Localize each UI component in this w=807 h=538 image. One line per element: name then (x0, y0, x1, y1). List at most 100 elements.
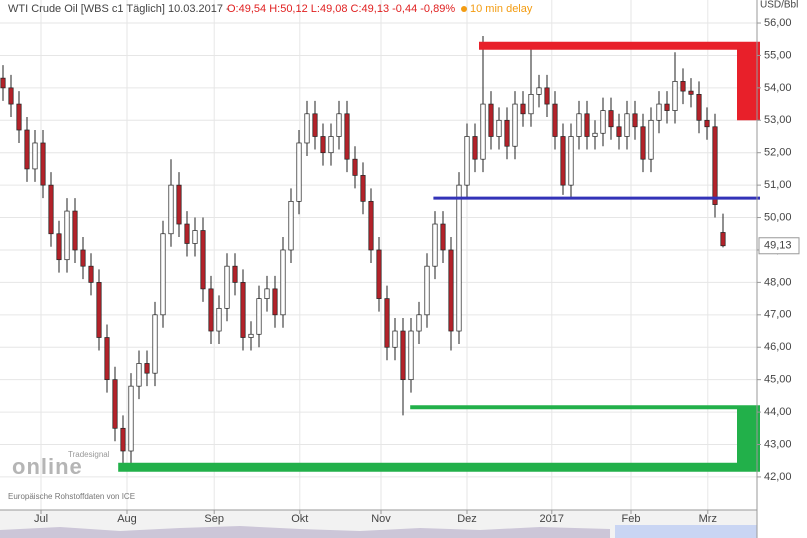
y-tick-label: 52,00 (764, 147, 792, 159)
candle-body (48, 184, 54, 235)
marks (0, 35, 760, 472)
candle-body (536, 87, 542, 95)
candle-body (496, 119, 502, 137)
candle-body (88, 265, 94, 283)
y-tick-label: 47,00 (764, 309, 792, 321)
level-box (737, 407, 760, 468)
x-tick-label: Okt (291, 513, 308, 525)
candle-body (232, 265, 238, 283)
candle-body (632, 113, 638, 128)
last-price-box (758, 237, 800, 255)
watermark-small: Tradesignal (68, 450, 110, 459)
candle-body (136, 363, 142, 387)
x-tick-label: 2017 (540, 513, 564, 525)
candle-body (200, 230, 206, 290)
candle-body (16, 103, 22, 131)
y-tick-label: 54,00 (764, 82, 792, 94)
candle-body (624, 113, 630, 137)
candle-body (360, 175, 366, 202)
candle-body (240, 282, 246, 338)
y-tick-label: 48,00 (764, 276, 792, 288)
navigator-area (0, 526, 610, 538)
y-tick-label: 50,00 (764, 211, 792, 223)
candle-body (464, 136, 470, 186)
candle-body (72, 210, 78, 251)
y-tick-label: 45,00 (764, 374, 792, 386)
candle-body (8, 87, 14, 105)
y-tick-label: 46,00 (764, 341, 792, 353)
candle-body (448, 249, 454, 332)
x-tick-label: Aug (117, 513, 137, 525)
candle-body (128, 385, 134, 452)
candle-body (336, 113, 342, 137)
candle-body (216, 307, 222, 332)
candle-body (376, 249, 382, 299)
candle-body (280, 249, 286, 316)
candle-body (696, 93, 702, 121)
candle-body (600, 110, 606, 134)
candle-body (24, 129, 30, 170)
candle-body (264, 288, 270, 299)
candle-body (480, 103, 486, 160)
candle-body (40, 142, 46, 186)
candle-body (184, 223, 190, 244)
candle-body (688, 90, 694, 95)
candle-body (424, 265, 430, 316)
candle-body (64, 210, 70, 261)
candle-body (608, 110, 614, 128)
source: Europäische Rohstoffdaten von ICE (8, 492, 135, 501)
candle-body (224, 265, 230, 309)
y-tick-label: 42,00 (764, 471, 792, 483)
candle-body (96, 282, 102, 338)
candle-body (472, 136, 478, 160)
candle-body (440, 223, 446, 251)
candle-body (152, 314, 158, 374)
y-axis-label: USD/Bbl (760, 0, 798, 11)
candle-body (80, 249, 86, 267)
y-tick-label: 56,00 (764, 17, 792, 29)
candle-body (32, 142, 38, 170)
candle-body (160, 233, 166, 316)
candle-body (112, 379, 118, 429)
candle-body (720, 232, 726, 247)
candle-body (704, 119, 710, 128)
candle-body (312, 113, 318, 137)
x-tick-label: Jul (34, 513, 48, 525)
candle-body (504, 119, 510, 147)
candle-body (176, 184, 182, 225)
candle-body (544, 87, 550, 105)
delay: 10 min delay (470, 3, 533, 15)
last-price-label: 49,13 (764, 240, 792, 252)
navigator-window (615, 525, 757, 538)
candle-body (520, 103, 526, 115)
y-tick-label: 51,00 (764, 179, 792, 191)
candle-body (408, 330, 414, 381)
candle-body (344, 113, 350, 160)
candle-body (672, 81, 678, 111)
candle-body (584, 113, 590, 137)
candle-body (56, 233, 62, 261)
candle-body (488, 103, 494, 137)
candle-body (168, 184, 174, 235)
quote: O:49,54 H:50,12 L:49,08 C:49,13 -0,44 -0… (227, 3, 455, 15)
level-box (737, 45, 760, 121)
candle-body (656, 103, 662, 121)
watermark: online (12, 454, 83, 479)
candle-body (416, 314, 422, 332)
candle-body (560, 136, 566, 186)
candle-body (392, 330, 398, 348)
candle-body (512, 103, 518, 147)
delay-dot (461, 6, 467, 12)
x-tick-label: Dez (457, 513, 477, 525)
candle-body (144, 363, 150, 374)
candle-body (120, 427, 126, 452)
candle-body (400, 330, 406, 381)
candle-body (576, 113, 582, 137)
candle-body (368, 200, 374, 251)
candle-body (432, 223, 438, 267)
candle-body (680, 81, 686, 92)
candle-body (248, 333, 254, 338)
candle-body (712, 126, 718, 205)
y-tick-label: 43,00 (764, 438, 792, 450)
